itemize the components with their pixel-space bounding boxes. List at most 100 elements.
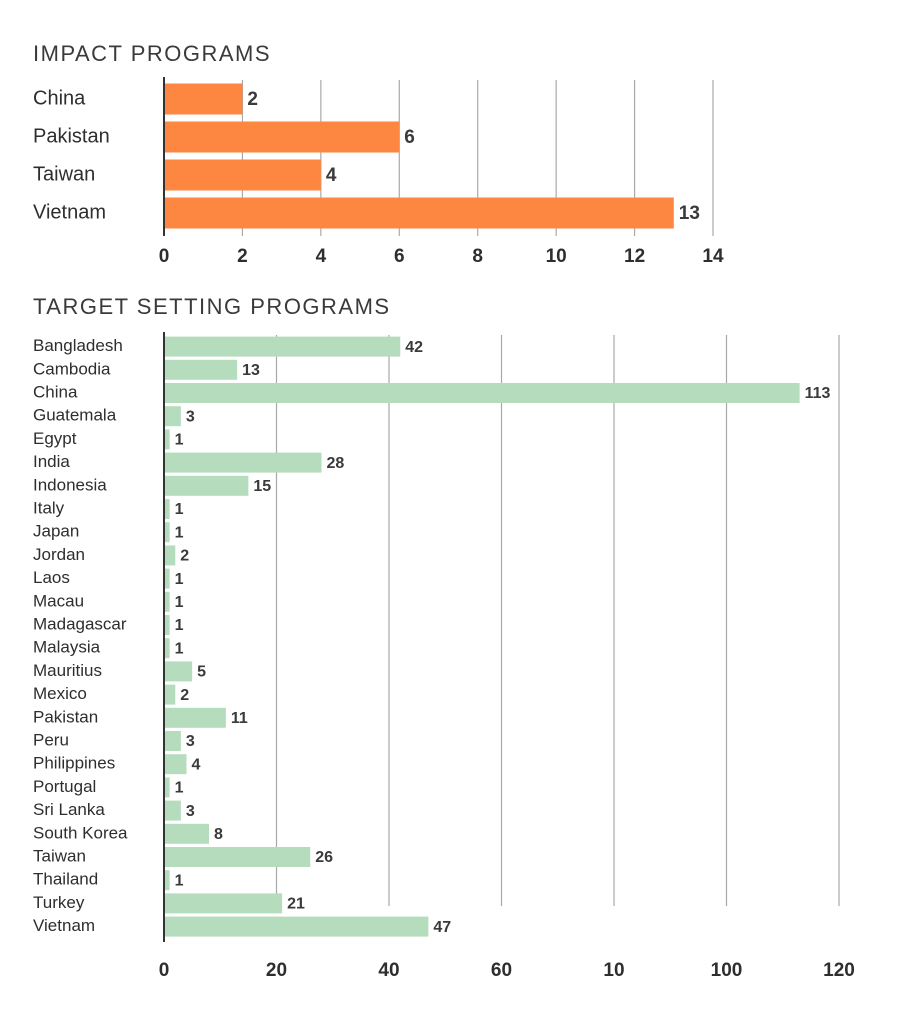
value-label: 1 — [175, 524, 184, 541]
x-tick-label: 8 — [472, 246, 483, 267]
bar — [164, 522, 170, 543]
bar — [164, 359, 238, 380]
value-label: 8 — [214, 826, 223, 843]
bar — [164, 870, 170, 891]
category-label: Macau — [33, 591, 84, 610]
category-label: Jordan — [33, 545, 85, 564]
value-label: 3 — [186, 408, 195, 425]
category-label: Japan — [33, 522, 79, 541]
value-label: 4 — [192, 756, 201, 773]
value-label: 1 — [175, 432, 184, 449]
impact-programs-chart: China 2 Pakistan 6 Taiwan 4 Vietnam 13 0 2 4 6 8 10 12… — [33, 77, 724, 267]
category-label: Egypt — [33, 429, 77, 448]
category-label: Vietnam — [33, 916, 95, 935]
value-label: 1 — [175, 780, 184, 797]
bar — [164, 545, 176, 566]
category-label: Peru — [33, 730, 69, 749]
category-label: Cambodia — [33, 359, 111, 378]
bar — [164, 754, 187, 775]
category-label: Mauritius — [33, 661, 102, 680]
x-tick-label: 20 — [266, 960, 287, 981]
value-label: 1 — [175, 872, 184, 889]
value-label: 11 — [231, 710, 248, 727]
category-label: China — [33, 382, 78, 401]
target-setting-programs-title: TARGET SETTING PROGRAMS — [33, 294, 391, 319]
bar — [164, 684, 176, 705]
bar — [164, 638, 170, 659]
category-label: India — [33, 452, 70, 471]
category-label: Taiwan — [33, 846, 86, 865]
value-label: 1 — [175, 501, 184, 518]
category-label: Portugal — [33, 777, 96, 796]
bar — [164, 731, 181, 751]
bar — [164, 197, 674, 229]
value-label: 3 — [186, 803, 195, 820]
value-label: 28 — [327, 455, 345, 472]
x-tick-label: 4 — [316, 246, 327, 267]
value-label: 2 — [180, 548, 189, 565]
category-label: Turkey — [33, 893, 85, 912]
value-label: 26 — [315, 849, 333, 866]
bar — [164, 83, 243, 115]
category-label: Thailand — [33, 870, 98, 889]
bar — [164, 475, 249, 496]
value-label: 113 — [805, 385, 831, 402]
value-label: 13 — [679, 203, 700, 224]
value-label: 47 — [433, 919, 451, 936]
bar — [164, 429, 170, 450]
category-label: Taiwan — [33, 163, 95, 185]
category-label: Italy — [33, 498, 65, 517]
x-tick-label: 14 — [702, 246, 724, 267]
x-tick-label: 6 — [394, 246, 405, 267]
category-label: Pakistan — [33, 707, 98, 726]
bar — [164, 847, 311, 867]
x-tick-label: 40 — [378, 960, 399, 981]
x-tick-label: 100 — [711, 960, 743, 981]
value-label: 6 — [404, 127, 415, 148]
value-label: 15 — [253, 478, 271, 495]
category-label: China — [33, 87, 86, 109]
category-label: Mexico — [33, 684, 87, 703]
value-label: 13 — [242, 362, 260, 379]
bar — [164, 452, 322, 473]
bar — [164, 406, 181, 427]
bar — [164, 121, 400, 153]
category-label: Vietnam — [33, 201, 106, 223]
bar — [164, 383, 800, 403]
x-tick-label: 2 — [237, 246, 248, 267]
x-tick-label: 60 — [491, 960, 512, 981]
x-tick-label: 0 — [159, 246, 170, 267]
category-label: Pakistan — [33, 125, 110, 147]
bar — [164, 823, 209, 844]
value-label: 1 — [175, 617, 184, 634]
category-label: South Korea — [33, 823, 128, 842]
category-label: Sri Lanka — [33, 800, 105, 819]
x-tick-label: 10 — [546, 246, 567, 267]
value-label: 42 — [405, 339, 423, 356]
value-label: 1 — [175, 571, 184, 588]
value-label: 1 — [175, 594, 184, 611]
category-label: Madagascar — [33, 614, 127, 633]
bar — [164, 615, 170, 635]
value-label: 2 — [180, 687, 189, 704]
x-tick-label: 12 — [624, 246, 645, 267]
value-label: 2 — [247, 89, 258, 110]
bar — [164, 159, 321, 191]
category-label: Philippines — [33, 754, 115, 773]
value-label: 3 — [186, 733, 195, 750]
category-label: Malaysia — [33, 638, 101, 657]
bar — [164, 893, 283, 914]
category-label: Indonesia — [33, 475, 107, 494]
value-label: 21 — [287, 896, 305, 913]
bar — [164, 591, 170, 612]
bar — [164, 707, 226, 728]
impact-programs-title: IMPACT PROGRAMS — [33, 41, 272, 66]
x-tick-label: 0 — [159, 960, 170, 981]
bar — [164, 661, 193, 682]
category-label: Guatemala — [33, 406, 117, 425]
bar — [164, 499, 170, 519]
value-label: 1 — [175, 640, 184, 657]
x-tick-label: 10 — [603, 960, 624, 981]
bar — [164, 568, 170, 589]
value-label: 5 — [197, 664, 206, 681]
